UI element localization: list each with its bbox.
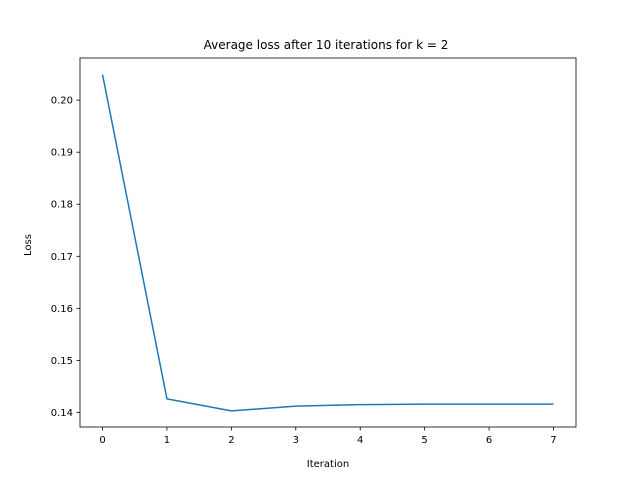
plot-area: 0 1 2 3 4 5 6 7 0.14 0.15 0.16 0.17 0.18 0.19 0.20 [51, 57, 577, 446]
y-tick-label: 0.18 [51, 200, 73, 211]
x-tick-label: 4 [357, 435, 363, 446]
x-tick-label: 5 [421, 435, 427, 446]
y-tick-label: 0.14 [51, 408, 73, 419]
y-axis-label: Loss [23, 234, 34, 256]
plot-frame [79, 57, 577, 428]
y-tick-label: 0.20 [51, 96, 73, 107]
x-tick-label: 1 [164, 435, 170, 446]
x-tick-label: 0 [99, 435, 105, 446]
chart-title: Average loss after 10 iterations for k =… [204, 38, 449, 52]
y-tick-label: 0.16 [51, 304, 73, 315]
y-tick-label: 0.19 [51, 148, 73, 159]
x-tick-label: 3 [293, 435, 299, 446]
y-tick-label: 0.17 [51, 252, 73, 263]
x-tick-label: 2 [228, 435, 234, 446]
x-axis-label: Iteration [307, 459, 349, 470]
x-tick-label: 7 [550, 435, 556, 446]
y-tick-label: 0.15 [51, 356, 73, 367]
series-line [101, 74, 554, 412]
x-tick-label: 6 [486, 435, 492, 446]
